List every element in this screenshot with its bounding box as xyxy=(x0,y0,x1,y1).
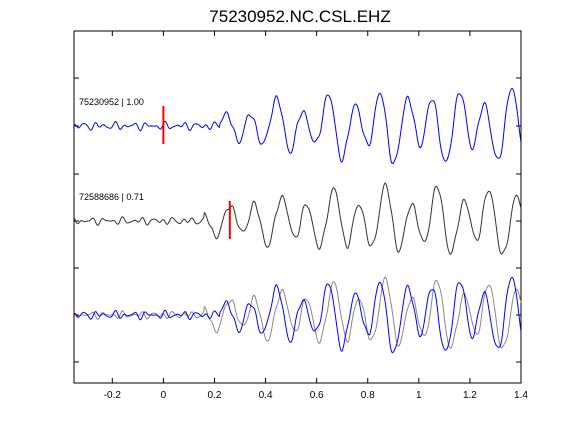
overlay-trace-2-line xyxy=(73,276,522,349)
chart-title: 75230952.NC.CSL.EHZ xyxy=(209,7,390,26)
trace-labels: 75230952 | 1.00 72588686 | 0.71 xyxy=(79,97,144,202)
x-tick-label: 1.2 xyxy=(463,390,477,401)
x-tick-label: 0 xyxy=(161,390,167,401)
x-tick-label: 0.2 xyxy=(208,390,222,401)
trace-1-label: 75230952 | 1.00 xyxy=(79,97,144,107)
x-tick-label: 0.6 xyxy=(310,390,324,401)
trace-2-line xyxy=(73,182,522,255)
pick-markers xyxy=(162,106,231,239)
trace-1-line xyxy=(73,87,522,165)
overlay-trace-1-line xyxy=(73,276,522,354)
x-tick-label: 1.4 xyxy=(514,390,528,401)
x-axis: -0.2 0 0.2 0.4 0.6 0.8 1 1.2 1.4 xyxy=(104,31,528,401)
trace-group xyxy=(73,87,522,354)
x-tick-label: 0.8 xyxy=(361,390,375,401)
x-tick-label: 0.4 xyxy=(259,390,273,401)
x-tick-label: -0.2 xyxy=(104,390,122,401)
x-tick-label: 1 xyxy=(416,390,422,401)
trace-2-label: 72588686 | 0.71 xyxy=(79,192,144,202)
